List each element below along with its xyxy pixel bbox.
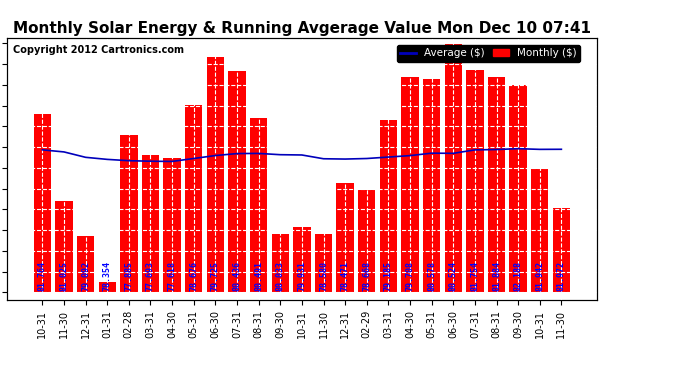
Text: 81.754: 81.754 — [471, 261, 480, 291]
Text: 77.885: 77.885 — [124, 261, 133, 291]
Bar — [553, 208, 570, 292]
Text: 78.676: 78.676 — [189, 261, 198, 291]
Text: 79.931: 79.931 — [297, 261, 306, 291]
Bar — [207, 57, 224, 292]
Bar — [423, 80, 440, 292]
Bar — [488, 76, 505, 292]
Bar — [250, 118, 267, 292]
Text: 77.618: 77.618 — [168, 261, 177, 291]
Text: 80.491: 80.491 — [254, 261, 263, 291]
Bar — [402, 76, 419, 292]
Bar — [55, 201, 72, 292]
Text: 81.025: 81.025 — [59, 261, 68, 291]
Text: 81.972: 81.972 — [557, 261, 566, 291]
Bar — [99, 282, 116, 292]
Bar — [142, 155, 159, 292]
Bar — [228, 71, 246, 292]
Title: Monthly Solar Energy & Running Avgerage Value Mon Dec 10 07:41: Monthly Solar Energy & Running Avgerage … — [13, 21, 591, 36]
Text: 79.092: 79.092 — [81, 261, 90, 291]
Bar — [185, 105, 202, 292]
Bar — [380, 120, 397, 292]
Bar — [358, 190, 375, 292]
Text: 80.524: 80.524 — [448, 261, 457, 291]
Text: 77.693: 77.693 — [146, 261, 155, 291]
Text: 78.668: 78.668 — [362, 261, 371, 291]
Text: 82.188: 82.188 — [513, 261, 522, 291]
Bar — [466, 70, 484, 292]
Bar — [120, 135, 137, 292]
Bar — [164, 158, 181, 292]
Text: 78.580: 78.580 — [319, 261, 328, 291]
Legend: Average ($), Monthly ($): Average ($), Monthly ($) — [397, 45, 580, 62]
Text: 80.436: 80.436 — [233, 261, 241, 291]
Bar — [337, 183, 354, 292]
Text: 79.708: 79.708 — [406, 261, 415, 291]
Bar — [34, 114, 51, 292]
Text: 81.884: 81.884 — [492, 261, 501, 291]
Text: 79.725: 79.725 — [211, 261, 220, 291]
Bar — [77, 236, 95, 292]
Bar — [293, 227, 310, 292]
Bar — [272, 234, 289, 292]
Bar — [315, 234, 332, 292]
Bar — [531, 169, 549, 292]
Text: 81.942: 81.942 — [535, 261, 544, 291]
Text: 81.764: 81.764 — [38, 261, 47, 291]
Bar — [509, 85, 526, 292]
Text: Copyright 2012 Cartronics.com: Copyright 2012 Cartronics.com — [13, 45, 184, 56]
Text: 78.354: 78.354 — [103, 261, 112, 291]
Text: 79.185: 79.185 — [384, 261, 393, 291]
Bar — [444, 45, 462, 292]
Text: 80.578: 80.578 — [427, 261, 436, 291]
Text: 78.471: 78.471 — [341, 261, 350, 291]
Text: 80.033: 80.033 — [276, 261, 285, 291]
